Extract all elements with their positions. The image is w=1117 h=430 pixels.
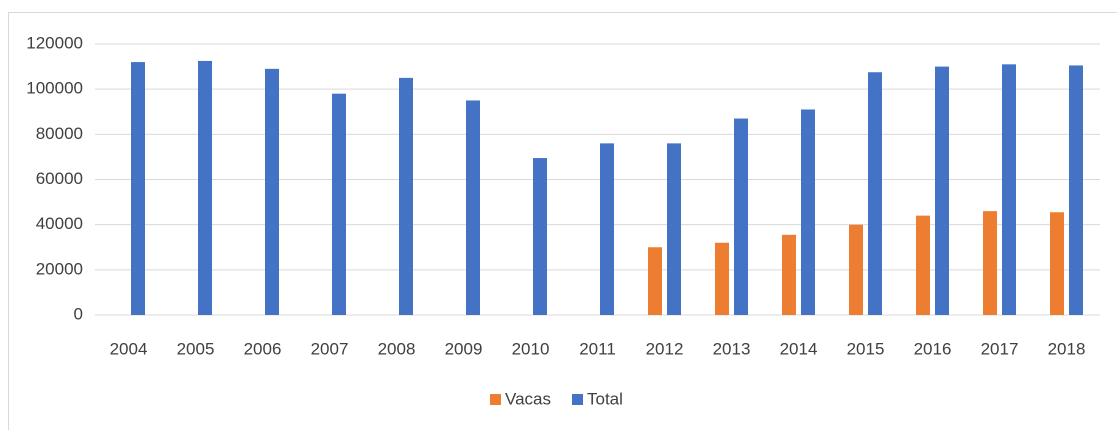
bar [533,158,547,315]
bar [466,100,480,315]
y-tick-label: 120000 [26,33,83,52]
chart-frame [8,12,1117,430]
bar [265,68,279,315]
x-tick-label: 2006 [244,339,282,358]
x-tick-label: 2016 [914,339,952,358]
x-tick-label: 2011 [579,339,616,358]
x-tick-label: 2009 [445,339,483,358]
legend-label: Vacas [505,389,551,408]
bar [916,215,930,315]
bar [983,211,997,315]
bar [734,118,748,316]
bar [1002,64,1016,315]
bar [198,60,212,315]
x-tick-label: 2005 [177,339,215,358]
x-tick-label: 2017 [981,339,1019,358]
bar [782,234,796,315]
y-tick-label: 60000 [36,169,83,188]
bar [600,143,614,315]
y-tick-label: 40000 [36,214,83,233]
x-tick-label: 2014 [780,339,818,358]
bar [1069,65,1083,316]
x-tick-label: 2018 [1048,339,1086,358]
bar [935,66,949,315]
x-tick-label: 2010 [512,339,550,358]
y-tick-label: 0 [74,304,83,323]
bar [801,109,815,315]
legend-swatch [490,394,501,405]
bar [399,77,413,315]
y-tick-label: 80000 [36,124,83,143]
x-tick-label: 2007 [311,339,349,358]
bar [332,93,346,315]
bar [868,72,882,316]
bar [849,224,863,315]
x-tick-label: 2012 [646,339,684,358]
x-tick-label: 2008 [378,339,416,358]
x-tick-label: 2015 [847,339,885,358]
y-tick-label: 100000 [26,79,83,98]
legend-swatch [572,394,583,405]
y-tick-label: 20000 [36,259,83,278]
bar [648,247,662,315]
legend-label: Total [587,389,623,408]
x-tick-label: 2004 [110,339,148,358]
bar [131,62,145,315]
bar [667,143,681,315]
bar [1050,212,1064,315]
bar [715,242,729,315]
x-tick-label: 2013 [713,339,751,358]
